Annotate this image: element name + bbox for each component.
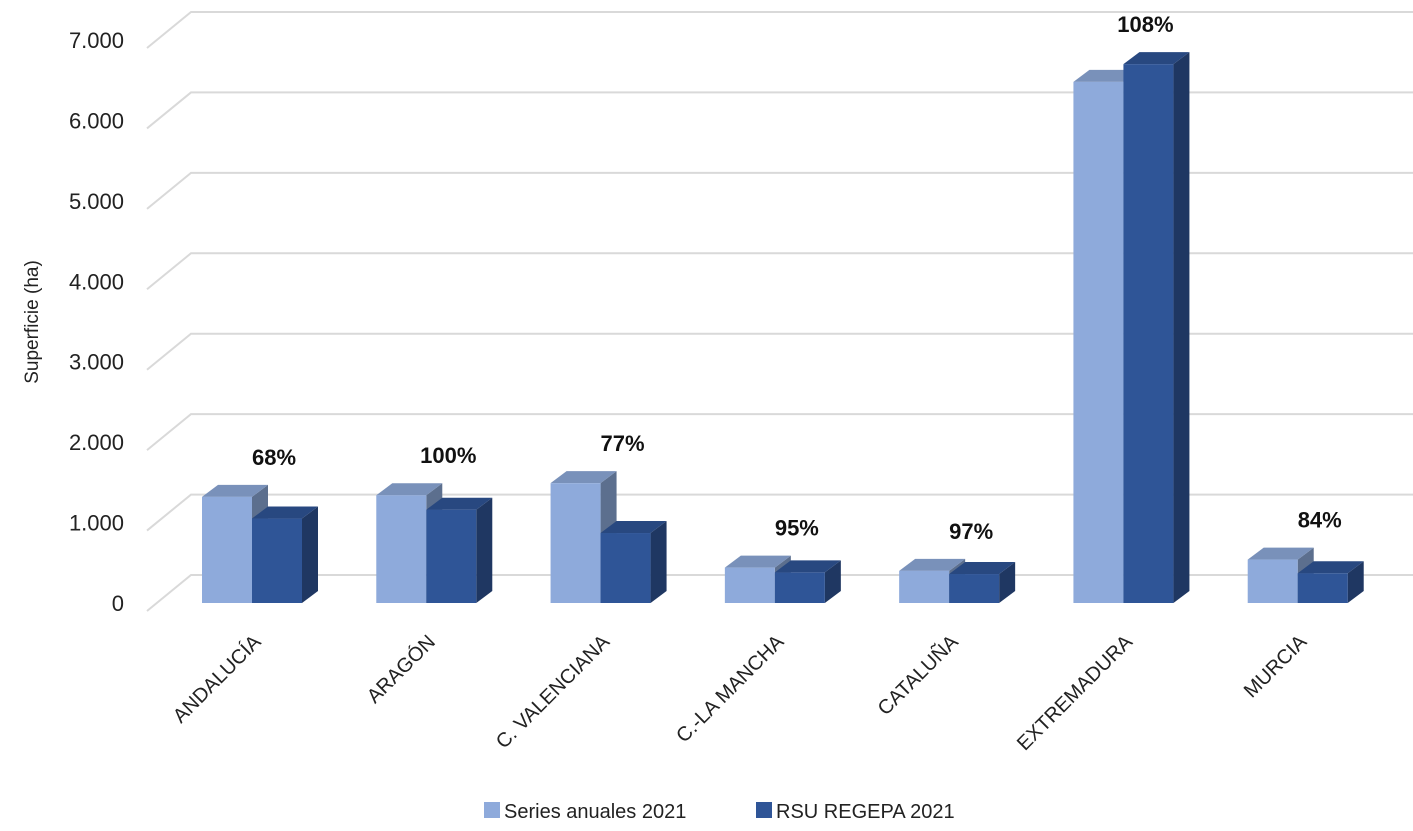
legend: Series anuales 2021 RSU REGEPA 2021 [484, 801, 955, 823]
gridline [146, 413, 1413, 451]
bar-top [550, 471, 617, 484]
bar-side [302, 506, 318, 603]
bar-front [426, 509, 477, 603]
bar-front [1247, 559, 1298, 603]
gridline [146, 252, 1413, 291]
legend-item: Series anuales 2021 [484, 801, 686, 823]
data-label: 77% [601, 431, 645, 456]
data-label: 68% [252, 445, 296, 470]
bar [774, 560, 841, 603]
y-tick-label: 4.000 [69, 269, 124, 294]
category-label: MURCIA [1240, 631, 1312, 703]
category-label: ARAGÓN [362, 630, 440, 708]
y-tick-label: 0 [112, 591, 124, 616]
bar [949, 562, 1016, 603]
category-labels: ANDALUCÍA ARAGÓN C. VALENCIANA C.-LA MANCHA… [168, 629, 1311, 755]
bar-front [724, 567, 775, 603]
bar-top [376, 483, 443, 496]
data-label: 100% [420, 443, 476, 468]
data-label: 84% [1298, 508, 1342, 533]
bar [1123, 52, 1190, 604]
bar-side [824, 560, 841, 603]
y-tick-label: 1.000 [69, 511, 124, 536]
bar-top [774, 560, 841, 573]
category-label: ANDALUCÍA [168, 630, 266, 728]
bar-side [650, 521, 667, 603]
bar-front [202, 496, 252, 603]
category-label: C. VALENCIANA [492, 631, 615, 754]
legend-item: RSU REGEPA 2021 [756, 801, 955, 823]
bars [202, 52, 1364, 604]
bar-front [949, 574, 1000, 603]
bar-top [252, 506, 318, 519]
y-tick-label: 3.000 [69, 350, 124, 375]
bar-front [252, 518, 302, 603]
bar-front [1123, 64, 1174, 604]
bar [202, 484, 268, 603]
bar-front [376, 495, 427, 603]
y-tick-label: 6.000 [69, 108, 124, 133]
y-tick-label: 5.000 [69, 189, 124, 214]
data-label: 95% [775, 516, 819, 541]
legend-swatch [484, 802, 500, 818]
legend-swatch [756, 802, 772, 818]
bar [426, 497, 493, 603]
gridline [146, 91, 1413, 130]
bar-side [999, 562, 1016, 603]
bar-front [600, 533, 651, 603]
bar [600, 521, 667, 603]
bar-top [1297, 561, 1364, 574]
gridline [146, 11, 1413, 49]
bar-front [550, 483, 601, 603]
bar-side [1173, 52, 1190, 604]
bar-front [1297, 573, 1348, 603]
bar-top [899, 558, 966, 571]
bar-top [426, 497, 493, 510]
bar-side [476, 497, 493, 603]
bar-top [949, 562, 1016, 575]
bar-side [1347, 561, 1364, 603]
bar-top [1073, 69, 1140, 82]
gridline [146, 493, 1413, 532]
data-label: 97% [949, 519, 993, 544]
legend-label: Series anuales 2021 [504, 801, 686, 823]
y-tick-label: 2.000 [69, 430, 124, 455]
bar [252, 506, 318, 603]
y-axis-title: Superficie (ha) [22, 260, 43, 384]
bar-top [1123, 52, 1190, 65]
bar [1297, 561, 1364, 603]
bar-front [899, 570, 950, 603]
gridline [146, 332, 1413, 371]
category-label: EXTREMADURA [1013, 631, 1137, 755]
y-tick-label: 7.000 [69, 28, 124, 53]
data-labels: 68% 100% 77% 95% 97% 108% 84% [252, 12, 1342, 544]
gridline [146, 171, 1413, 210]
bar-top [600, 521, 667, 534]
y-axis-ticks: 0 1.000 2.000 3.000 4.000 5.000 6.000 7.000 [69, 28, 124, 616]
bar-top [202, 484, 268, 497]
bar-front [1073, 81, 1124, 603]
bar-top [1247, 547, 1314, 560]
category-label: C.-LA MANCHA [672, 631, 789, 748]
gridlines [146, 11, 1413, 612]
legend-label: RSU REGEPA 2021 [776, 801, 955, 823]
bar-top [724, 555, 791, 568]
category-label: CATALUÑA [872, 629, 963, 720]
data-label: 108% [1117, 12, 1173, 37]
bar-front [774, 572, 825, 603]
